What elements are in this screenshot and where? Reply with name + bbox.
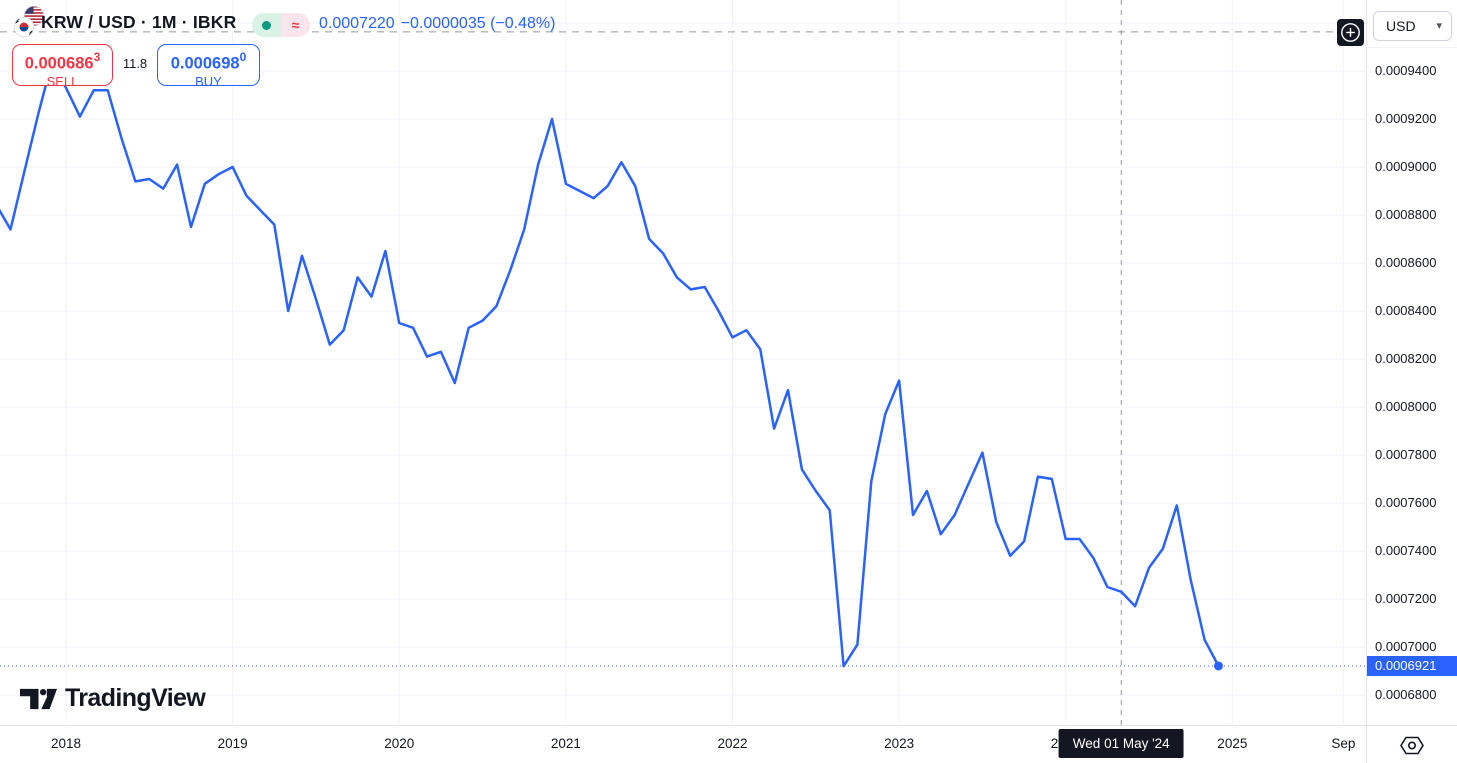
price-axis-label: 0.0009000 bbox=[1375, 159, 1437, 174]
tradingview-logo[interactable]: TradingView bbox=[20, 684, 206, 713]
price-axis-label: 0.0007200 bbox=[1375, 591, 1437, 606]
price-axis-label: 0.0007400 bbox=[1375, 543, 1437, 558]
chart-canvas[interactable] bbox=[0, 0, 1366, 725]
buy-price-sup: 0 bbox=[239, 50, 247, 64]
crosshair-date-tooltip: Wed 01 May '24 bbox=[1058, 729, 1184, 758]
price-line-series bbox=[0, 60, 1220, 668]
scale-settings-button[interactable] bbox=[1398, 733, 1426, 763]
price-axis-label: 0.0008600 bbox=[1375, 255, 1437, 270]
time-axis-label: 2022 bbox=[717, 736, 748, 751]
current-price-label: 0.0006921 bbox=[1367, 655, 1457, 676]
plus-circle-icon bbox=[1341, 23, 1360, 42]
price-axis-label: 0.0007800 bbox=[1375, 447, 1437, 462]
approx-delayed-icon: ≈ bbox=[291, 17, 300, 33]
price-axis-label: 0.0009200 bbox=[1375, 111, 1437, 126]
price-scale-separator bbox=[1367, 47, 1457, 48]
time-axis-label: 2020 bbox=[384, 736, 415, 751]
price-axis-label: 0.0007000 bbox=[1375, 639, 1437, 654]
symbol-flags bbox=[14, 6, 45, 38]
time-axis-label: Sep bbox=[1331, 736, 1356, 751]
market-status-pill[interactable]: ≈ bbox=[252, 13, 310, 37]
settings-hexagon-icon bbox=[1400, 736, 1424, 755]
currency-selector[interactable]: USD ▾ bbox=[1373, 11, 1452, 41]
price-axis-label: 0.0008400 bbox=[1375, 303, 1437, 318]
time-axis-label: 2021 bbox=[550, 736, 581, 751]
time-axis-label: 2018 bbox=[50, 736, 82, 751]
price-axis-label: 0.0008200 bbox=[1375, 351, 1437, 366]
last-price: 0.0007220 bbox=[319, 15, 395, 32]
last-price-dot bbox=[1213, 661, 1223, 671]
time-scale[interactable]: 20182019202020212022202320242025Sep Wed … bbox=[0, 725, 1366, 763]
buy-label: BUY bbox=[195, 73, 222, 89]
price-axis-label: 0.0006800 bbox=[1375, 687, 1437, 702]
market-status-green-dot-icon bbox=[262, 20, 271, 30]
tradingview-logo-text: TradingView bbox=[65, 684, 206, 712]
sell-label: SELL bbox=[46, 73, 79, 89]
kr-flag-icon bbox=[14, 17, 34, 37]
buy-price: 0.000698 bbox=[170, 54, 240, 73]
symbol-title[interactable]: KRW / USD · 1M · IBKR bbox=[41, 12, 237, 32]
price-axis-label: 0.0009400 bbox=[1375, 63, 1437, 78]
price-scale[interactable]: USD ▾ 0.0009400 0.0009200 0.0009000 0.00088… bbox=[1366, 0, 1457, 725]
price-axis-label: 0.0008800 bbox=[1375, 207, 1437, 222]
price-axis-label: 0.0007600 bbox=[1375, 495, 1437, 510]
currency-selected-value: USD bbox=[1386, 18, 1416, 34]
price-change: −0.0000035 (−0.48%) bbox=[400, 15, 556, 32]
price-axis-label: 0.0008000 bbox=[1375, 399, 1437, 414]
add-alert-plus-button[interactable] bbox=[1337, 19, 1364, 46]
last-price-and-change: 0.0007220 −0.0000035 (−0.48%) bbox=[319, 15, 561, 33]
time-axis-label: 2023 bbox=[884, 736, 915, 751]
spread-value: 11.8 bbox=[122, 56, 148, 71]
time-axis-label: 2025 bbox=[1217, 736, 1248, 751]
sell-price-sup: 3 bbox=[93, 50, 101, 64]
tradingview-logo-icon bbox=[20, 688, 57, 709]
sell-button[interactable]: 0.0006863 SELL bbox=[12, 44, 113, 89]
chevron-down-icon: ▾ bbox=[1436, 20, 1442, 32]
sell-price: 0.000686 bbox=[24, 54, 94, 73]
time-axis-label: 2019 bbox=[217, 736, 248, 751]
scales-corner bbox=[1366, 725, 1457, 763]
buy-button[interactable]: 0.0006980 BUY bbox=[157, 44, 260, 89]
